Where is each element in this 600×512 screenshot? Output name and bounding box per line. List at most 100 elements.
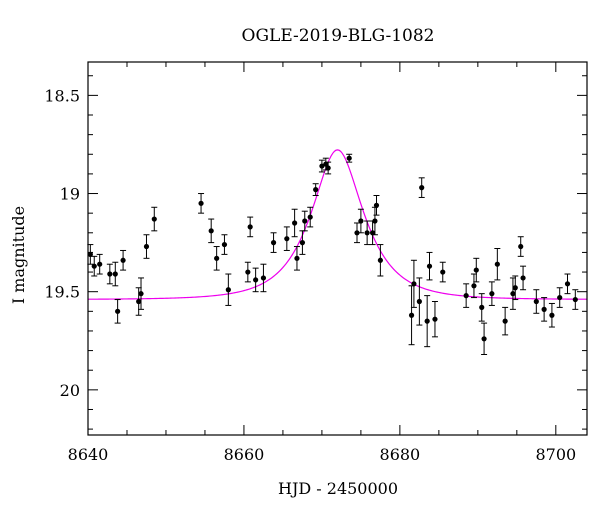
data-marker <box>221 241 228 248</box>
data-point <box>325 161 332 175</box>
data-point <box>307 206 314 228</box>
data-marker <box>479 304 485 310</box>
data-point <box>299 230 306 255</box>
data-marker <box>541 306 547 312</box>
data-marker <box>426 263 433 269</box>
x-tick-label: 8640 <box>68 445 109 464</box>
data-marker <box>440 269 446 275</box>
data-marker <box>372 218 378 224</box>
tick-labels: 8640 8660 8680 8700 18.5 19 19.5 20 <box>44 86 576 464</box>
data-point <box>478 293 485 322</box>
data-point <box>208 218 215 244</box>
data-marker <box>323 161 329 167</box>
data-point <box>357 208 364 234</box>
data-marker <box>143 243 150 250</box>
data-marker <box>313 187 319 193</box>
data-marker <box>373 202 380 208</box>
data-point <box>439 261 446 283</box>
data-point <box>283 226 290 251</box>
data-point <box>533 289 540 314</box>
data-point <box>572 289 579 310</box>
data-point <box>96 253 103 275</box>
data-point <box>114 299 121 324</box>
data-marker <box>377 257 383 263</box>
data-point <box>221 234 228 255</box>
data-point <box>353 222 360 244</box>
data-marker <box>424 318 430 324</box>
data-point <box>463 283 470 308</box>
data-point <box>91 255 98 277</box>
data-marker <box>557 294 563 301</box>
data-point <box>244 261 251 283</box>
data-point <box>416 277 423 326</box>
data-point <box>138 277 145 310</box>
data-marker <box>307 214 313 220</box>
data-point <box>418 177 425 198</box>
data-marker <box>463 293 469 299</box>
data-marker <box>151 216 157 222</box>
data-marker <box>489 291 495 297</box>
data-marker <box>494 261 500 267</box>
data-point <box>301 210 308 232</box>
data-marker <box>245 269 251 275</box>
data-point <box>502 306 509 336</box>
data-point <box>520 265 527 291</box>
data-point <box>112 261 119 287</box>
data-point <box>488 281 495 306</box>
data-point <box>318 159 325 173</box>
data-point <box>120 249 127 271</box>
data-marker <box>411 281 417 287</box>
data-point <box>312 183 319 196</box>
data-marker <box>247 224 253 230</box>
data-marker <box>346 155 352 161</box>
model-curve <box>87 149 588 300</box>
data-point <box>377 244 384 277</box>
data-marker <box>419 185 425 191</box>
data-marker <box>520 275 526 281</box>
data-marker <box>471 283 477 289</box>
data-point <box>410 259 417 308</box>
plot-frame <box>87 61 588 436</box>
data-point <box>364 220 371 246</box>
data-point <box>106 263 113 285</box>
data-marker <box>512 285 518 291</box>
data-marker <box>299 240 306 246</box>
data-point <box>198 193 205 214</box>
data-marker <box>564 281 571 287</box>
data-marker <box>549 312 555 318</box>
data-point <box>252 267 259 293</box>
data-marker <box>533 298 539 305</box>
y-tick-label: 20 <box>60 381 80 400</box>
data-marker <box>260 275 267 281</box>
data-point <box>481 322 488 356</box>
y-tick-label: 19 <box>60 185 80 204</box>
data-point <box>346 153 353 163</box>
data-point <box>424 295 431 348</box>
data-point <box>517 236 524 257</box>
data-marker <box>572 296 578 303</box>
y-tick-label: 18.5 <box>44 86 80 105</box>
data-marker <box>120 257 126 263</box>
data-point <box>270 232 277 253</box>
data-marker <box>302 218 308 224</box>
data-point <box>247 216 254 238</box>
data-point <box>213 246 220 271</box>
data-point <box>431 301 438 338</box>
data-point <box>151 206 158 232</box>
data-marker <box>518 243 524 250</box>
data-marker <box>270 240 277 246</box>
data-marker <box>115 308 121 314</box>
data-point <box>426 251 433 281</box>
data-marker <box>354 230 360 236</box>
x-tick-label: 8700 <box>535 445 576 464</box>
data-marker <box>325 165 331 171</box>
data-point <box>293 246 300 271</box>
data-marker <box>369 230 376 236</box>
data-marker <box>107 271 113 277</box>
data-point <box>143 234 150 259</box>
data-point <box>260 263 267 293</box>
data-marker <box>358 218 364 224</box>
plot-area <box>87 149 588 356</box>
data-marker <box>284 236 290 242</box>
